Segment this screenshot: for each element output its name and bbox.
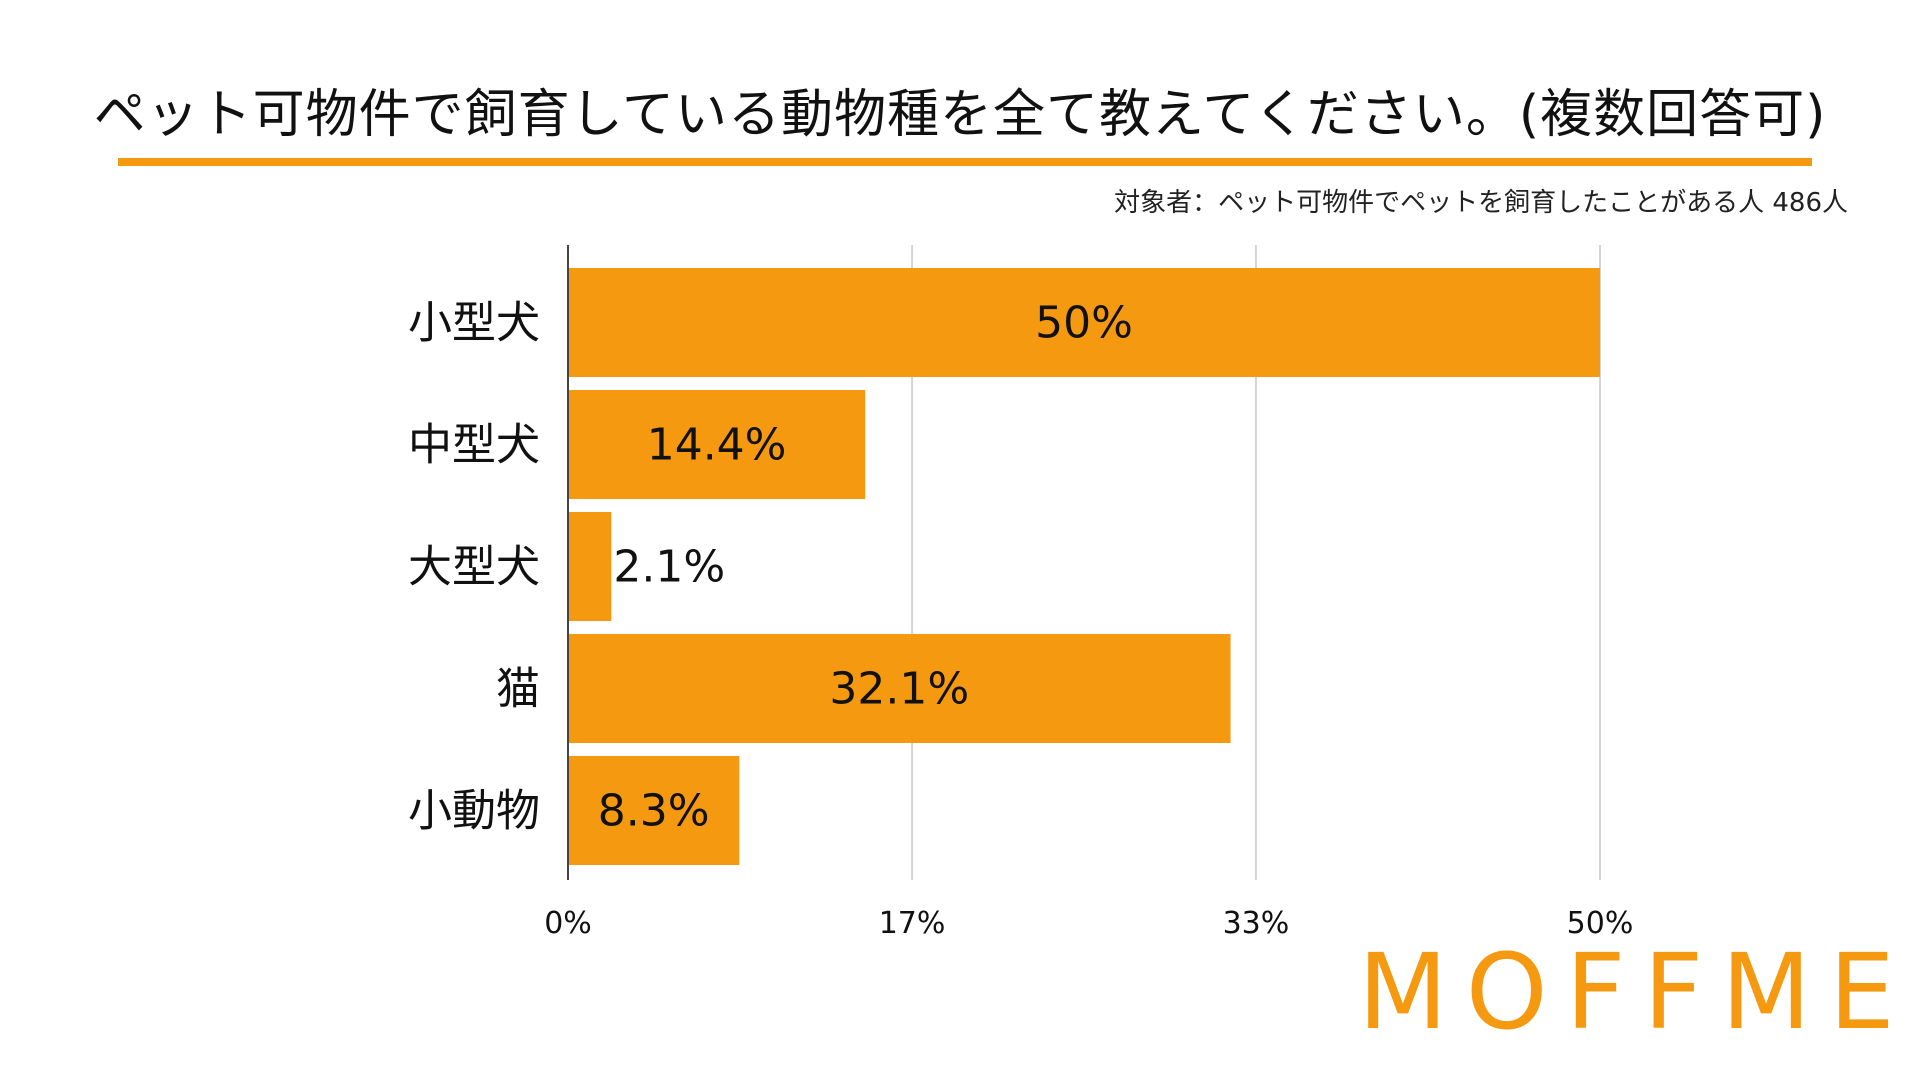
value-label: 8.3% [598,786,710,837]
bar [568,634,1231,743]
bar [568,390,866,499]
value-label: 50% [1035,298,1133,349]
category-label: 小動物 [408,786,540,837]
moffme-logo: MOFFME [1358,931,1913,1053]
bar [568,268,1600,377]
chart-title: ペット可物件で飼育している動物種を全て教えてください。(複数回答可) [93,85,1827,145]
value-label: 2.1% [613,542,725,593]
x-tick-label: 33% [1223,906,1290,941]
value-label: 32.1% [829,664,969,715]
title-underline [118,158,1812,166]
bar [568,512,612,621]
value-label: 14.4% [647,420,787,471]
chart-subtitle: 対象者：ペット可物件でペットを飼育したことがある人 486人 [1114,188,1848,218]
x-tick-label: 17% [879,906,946,941]
category-label: 大型犬 [408,542,540,593]
x-tick-label: 0% [544,906,592,941]
category-label: 猫 [496,664,540,715]
category-label: 小型犬 [408,298,540,349]
bar [568,756,740,865]
category-label: 中型犬 [408,420,540,471]
x-tick-label: 50% [1567,906,1634,941]
